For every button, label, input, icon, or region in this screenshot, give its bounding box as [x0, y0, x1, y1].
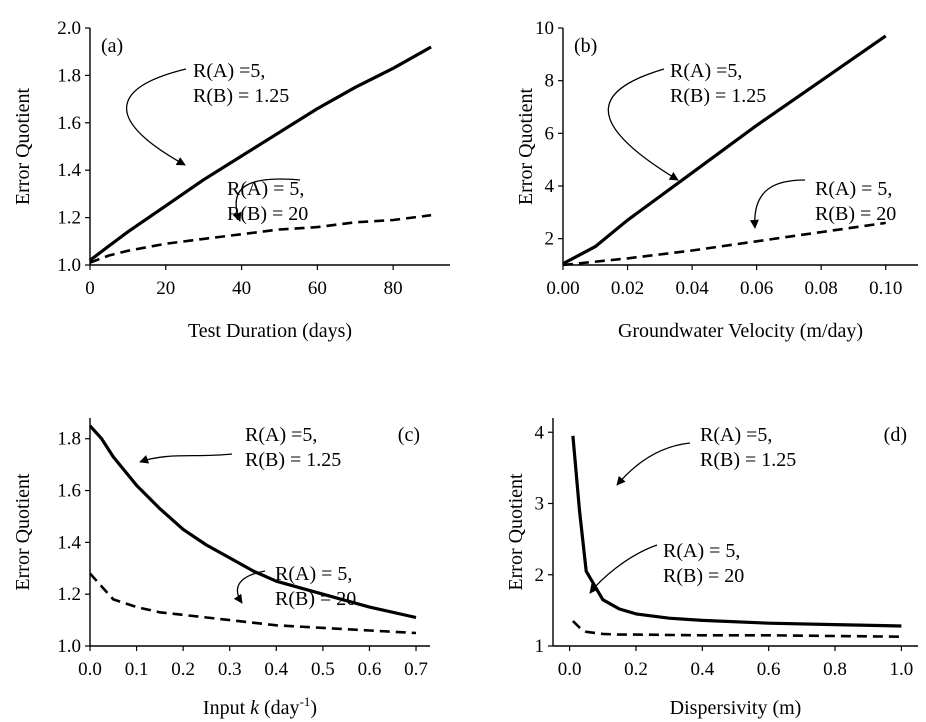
- series-line-dashed: [571, 620, 902, 638]
- annotation-text: R(A) =5,: [193, 60, 265, 82]
- series-line-dashed: [89, 213, 432, 264]
- y-tick-label: 1.6: [57, 113, 81, 134]
- panel-label: (a): [101, 35, 123, 57]
- x-tick-label: 0.06: [740, 278, 773, 299]
- y-tick-label: 3: [535, 494, 545, 515]
- y-tick-label: 1: [535, 636, 545, 657]
- x-tick-label: 0.1: [125, 659, 149, 680]
- y-tick-label: 10: [535, 18, 554, 39]
- panel-d: 1 2 3 4 0.0 0.2 0.4 0.6 0.8 1.0 Error Quotient Disp…: [505, 418, 918, 719]
- annotation-text: R(B) = 1.25: [193, 85, 289, 107]
- series-line-dashed: [89, 572, 417, 635]
- y-axis-label: Error Quotient: [12, 473, 34, 591]
- x-tick-label: 0.7: [404, 659, 428, 680]
- series-line-solid: [89, 45, 432, 262]
- annotation-text: R(B) = 20: [227, 203, 308, 225]
- annotation-text: R(A) =5,: [670, 60, 742, 82]
- y-tick-label: 2: [545, 229, 555, 250]
- y-tick-label: 1.4: [57, 532, 81, 553]
- x-tick-label: 0.8: [823, 659, 847, 680]
- x-axis-label-close: ): [310, 697, 317, 719]
- x-tick-label: 80: [384, 278, 403, 299]
- x-tick-label: 0.10: [869, 278, 902, 299]
- x-tick-label: 0.6: [358, 659, 382, 680]
- annotation-arrow: [589, 544, 658, 594]
- x-tick-label: 0.0: [558, 659, 582, 680]
- y-tick-label: 1.2: [57, 584, 81, 605]
- y-axis-label: Error Quotient: [12, 87, 34, 205]
- y-tick-label: 1.6: [57, 481, 81, 502]
- panel-c: 1.0 1.2 1.4 1.6 1.8 0.0 0.1 0.2 0.3 0.4 0.5 0.6 0.7 E…: [12, 418, 430, 719]
- annotation-text: R(B) = 1.25: [245, 449, 341, 471]
- x-tick-label: 0.2: [624, 659, 648, 680]
- annotation-text: R(B) = 1.25: [700, 449, 796, 471]
- y-tick-label: 1.8: [57, 429, 81, 450]
- series-line-dashed: [562, 221, 886, 267]
- y-tick-label: 1.0: [57, 636, 81, 657]
- annotation-arrow: [125, 68, 187, 166]
- x-tick-label: 0.08: [805, 278, 838, 299]
- series-line-solid: [562, 34, 887, 266]
- y-tick-label: 1.2: [57, 208, 81, 229]
- annotation-arrow: [232, 178, 301, 222]
- x-tick-label: 0.3: [218, 659, 242, 680]
- y-tick-label: 6: [545, 123, 555, 144]
- annotation-text: R(B) = 20: [663, 565, 744, 587]
- series-line-solid: [571, 435, 902, 628]
- annotation-arrow: [607, 68, 679, 181]
- annotation-text: R(B) = 20: [275, 588, 356, 610]
- x-tick-label: 0.5: [311, 659, 335, 680]
- x-axis-label-variable: k: [250, 697, 260, 719]
- y-tick-label: 1.4: [57, 160, 81, 181]
- x-axis-label: Input k (day-1): [203, 694, 317, 719]
- x-tick-label: 20: [156, 278, 175, 299]
- x-axis-label-text: Input: [203, 697, 250, 719]
- annotation-text: R(A) =5,: [245, 424, 317, 446]
- x-axis-label: Test Duration (days): [188, 320, 352, 342]
- annotation-text: R(A) = 5,: [227, 178, 304, 200]
- x-axis-label-superscript: -1: [300, 694, 311, 709]
- x-tick-label: 1.0: [890, 659, 914, 680]
- annotation-arrow: [616, 442, 691, 486]
- x-tick-label: 0.02: [611, 278, 644, 299]
- annotation-arrow: [139, 453, 233, 464]
- annotation-arrow: [233, 570, 266, 604]
- x-tick-label: 0.0: [78, 659, 102, 680]
- panel-label: (b): [574, 35, 597, 57]
- panel-label: (c): [398, 424, 420, 446]
- x-tick-label: 0.2: [171, 659, 195, 680]
- series-line-solid: [88, 424, 417, 620]
- panel-b: 2 4 6 8 10 0.00 0.02 0.04 0.06 0.08 0.10 Error Quot…: [515, 18, 918, 342]
- panel-a: 1.0 1.2 1.4 1.6 1.8 2.0 0 20 40 60 80 Error Quotien…: [12, 18, 450, 342]
- y-tick-label: 1.8: [57, 65, 81, 86]
- x-tick-label: 0.6: [757, 659, 781, 680]
- y-tick-label: 4: [545, 176, 555, 197]
- y-tick-label: 2: [535, 565, 545, 586]
- x-axis-label-unit: (day: [259, 697, 300, 719]
- x-axis-label: Dispersivity (m): [670, 697, 802, 719]
- x-tick-label: 40: [232, 278, 251, 299]
- panel-label: (d): [884, 424, 907, 446]
- y-tick-label: 4: [535, 422, 545, 443]
- x-tick-label: 0.04: [675, 278, 709, 299]
- annotation-text: R(A) = 5,: [815, 178, 892, 200]
- annotation-text: R(A) = 5,: [663, 540, 740, 562]
- x-tick-label: 60: [308, 278, 327, 299]
- x-axis-label: Groundwater Velocity (m/day): [618, 320, 863, 342]
- annotation-arrow: [749, 179, 806, 229]
- x-tick-label: 0.00: [546, 278, 579, 299]
- annotation-text: R(B) = 1.25: [670, 85, 766, 107]
- annotation-text: R(A) =5,: [700, 424, 772, 446]
- annotation-text: R(B) = 20: [815, 203, 896, 225]
- x-tick-label: 0.4: [690, 659, 714, 680]
- x-tick-label: 0.4: [264, 659, 288, 680]
- y-axis-label: Error Quotient: [505, 473, 527, 591]
- y-tick-label: 2.0: [57, 18, 81, 39]
- y-axis-label: Error Quotient: [515, 87, 537, 205]
- annotation-text: R(A) = 5,: [275, 563, 352, 585]
- y-tick-label: 1.0: [57, 255, 81, 276]
- x-tick-label: 0: [85, 278, 95, 299]
- y-tick-label: 8: [545, 71, 555, 92]
